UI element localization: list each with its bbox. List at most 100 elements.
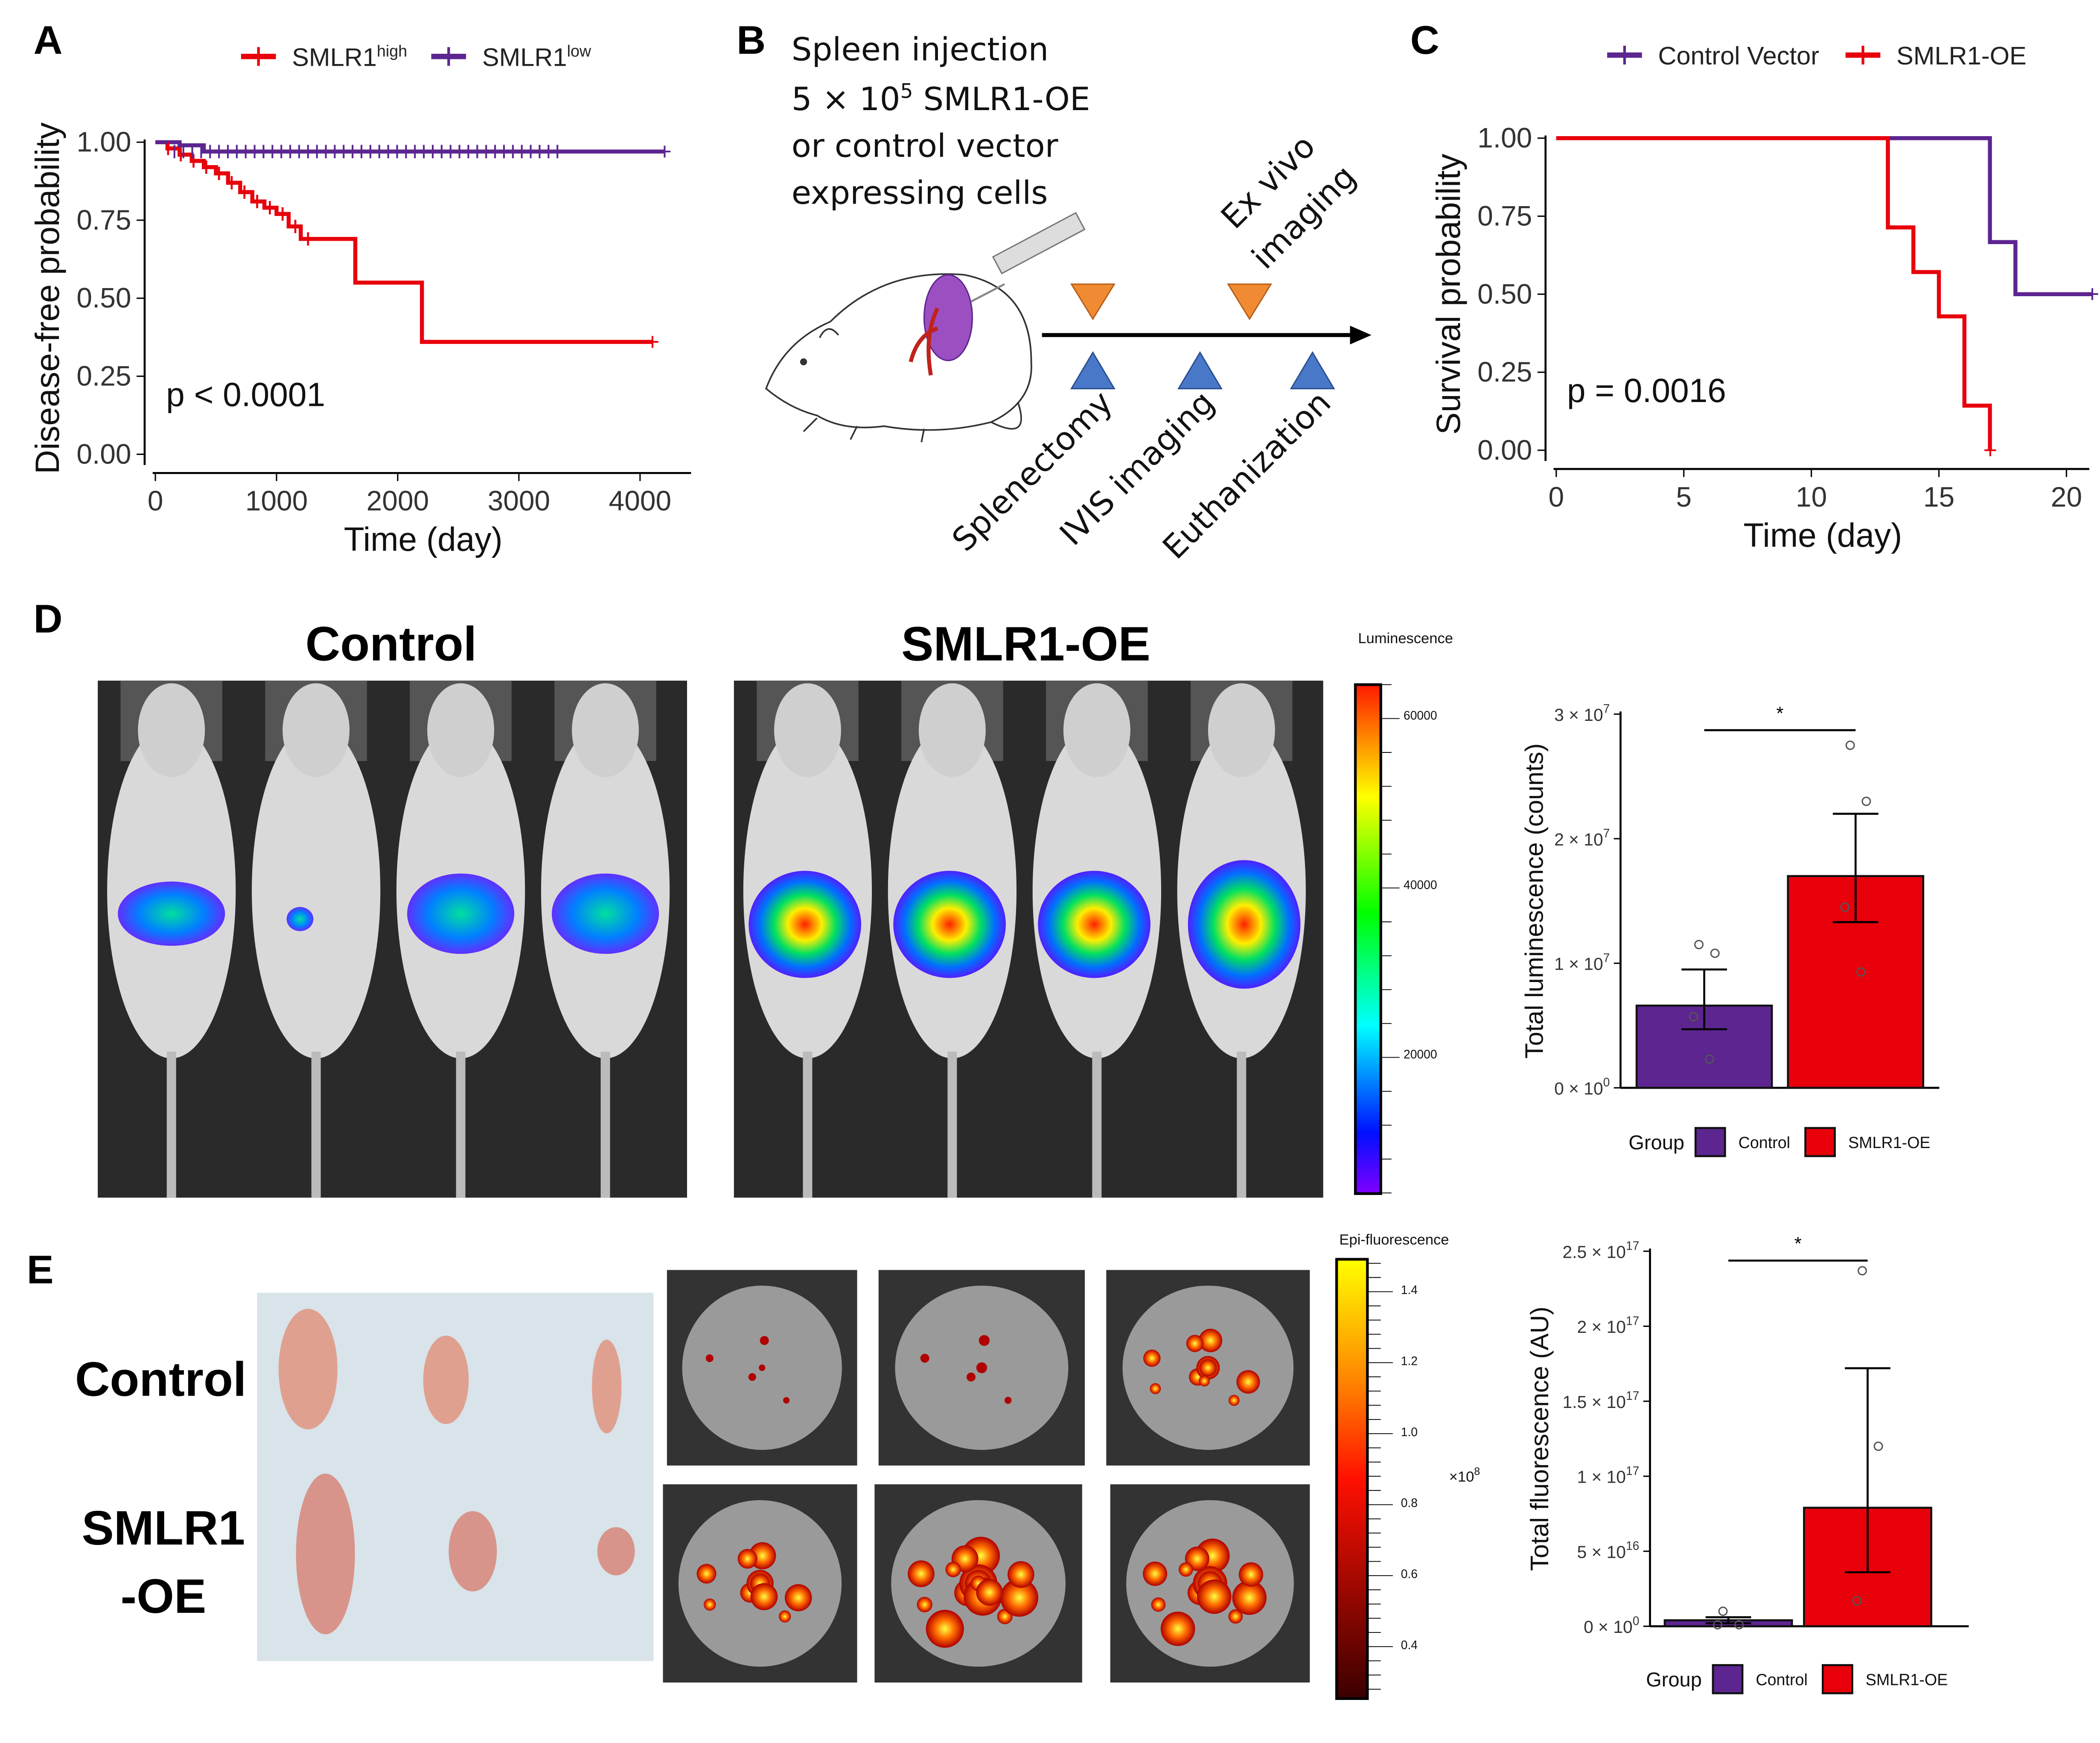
y-tick-label: 1 × 107 — [1554, 951, 1610, 974]
y-tick-label: 0.75 — [76, 204, 131, 236]
signal-blob — [778, 1610, 791, 1623]
signal-blob — [1197, 1579, 1232, 1614]
signal-blob — [1199, 1359, 1217, 1376]
signal-blob — [785, 1584, 812, 1612]
x-tick-label: 10 — [1796, 481, 1827, 513]
schematic-dose: 5 × 105 SMLR1-OE — [792, 80, 1090, 118]
signal-blob — [286, 907, 314, 931]
signal-blob — [1143, 1350, 1161, 1367]
syringe-icon — [970, 212, 1086, 303]
y-tick-label: 0 × 100 — [1584, 1614, 1639, 1637]
signal-blob — [917, 1597, 932, 1612]
y-tick-label: 1.5 × 1017 — [1562, 1389, 1639, 1412]
data-point — [1705, 1054, 1715, 1064]
signal-blob — [1199, 1375, 1210, 1387]
signal-blob — [1160, 1612, 1195, 1646]
x-tick-label: 15 — [1923, 481, 1954, 513]
x-axis-label: Time (day) — [1743, 516, 1902, 554]
x-tick-label: 1000 — [245, 485, 308, 516]
legend-label: Control — [1756, 1671, 1807, 1689]
panel-label-e: E — [27, 1247, 54, 1292]
colorbar-tick-label: 1.4 — [1401, 1283, 1418, 1297]
colorbar-label: Epi-fluorescence — [1339, 1232, 1449, 1248]
data-point — [1694, 940, 1704, 950]
censor-mark: + — [658, 138, 672, 165]
signal-blob — [1228, 1395, 1240, 1406]
signal-blob — [737, 1549, 757, 1569]
row-label-oe: -OE — [120, 1569, 206, 1623]
colorbar-ticks: 1.4 1.2 1.0 0.8 0.6 0.4 — [1367, 1263, 1418, 1690]
row-label-oe: SMLR1 — [82, 1501, 245, 1555]
data-point — [1873, 1441, 1883, 1451]
data-point — [1852, 1596, 1862, 1606]
signal-blob — [979, 1335, 990, 1346]
signal-blob — [783, 1397, 790, 1404]
data-point — [1840, 902, 1850, 912]
y-tick-label: 2 × 1017 — [1577, 1314, 1639, 1337]
survival-curve — [1556, 136, 2092, 297]
data-point — [1845, 740, 1855, 750]
y-tick-label: 0 × 100 — [1554, 1076, 1610, 1099]
signal-blob — [926, 1609, 964, 1648]
y-axis-label: Survival probability — [1430, 153, 1467, 434]
signal-blob — [1143, 1561, 1168, 1586]
signal-blob — [1228, 1609, 1243, 1624]
mouse-head — [1208, 683, 1275, 777]
survival-curve — [155, 140, 664, 154]
p-value: p < 0.0001 — [166, 376, 325, 413]
mouse-head — [918, 683, 986, 777]
schematic-line: expressing cells — [792, 174, 1048, 212]
liver-tumor — [296, 1473, 355, 1635]
x-tick-label: 5 — [1676, 481, 1692, 513]
experiment-schematic: Spleen injection 5 × 105 SMLR1-OE or con… — [765, 31, 1372, 566]
signal-blob — [1232, 1580, 1267, 1615]
legend-label: Control — [1739, 1134, 1790, 1151]
signal-blob — [1038, 871, 1150, 978]
y-axis-label: Disease-free probability — [29, 122, 66, 474]
data-point — [1689, 1012, 1698, 1022]
censor-mark: + — [2085, 280, 2099, 307]
signal-blob — [1179, 1562, 1193, 1577]
colorbar-tick-label: 0.4 — [1401, 1638, 1418, 1652]
up-triangle-icon — [1070, 351, 1116, 390]
legend-swatch — [1712, 1664, 1744, 1694]
y-tick-label: 0.50 — [76, 282, 131, 314]
colorbar-scale: ×108 — [1449, 1466, 1480, 1485]
liver-tumor — [423, 1335, 469, 1424]
panel-label-c: C — [1410, 17, 1439, 62]
organ-images — [257, 1270, 1310, 1683]
signal-blob — [749, 871, 861, 978]
signal-blob — [1188, 860, 1301, 989]
signal-blob — [759, 1364, 766, 1371]
signal-blob — [976, 1579, 1003, 1606]
signal-blob — [760, 1336, 769, 1345]
y-tick-label: 5 × 1016 — [1577, 1539, 1639, 1562]
y-tick-label: 0.00 — [76, 438, 131, 469]
up-triangle-icon — [1177, 351, 1223, 390]
x-tick-label: 2000 — [367, 485, 429, 516]
colorbar-tick-label: 20000 — [1404, 1047, 1437, 1061]
y-tick-label: 0.25 — [76, 360, 131, 392]
ivis-images — [98, 680, 1323, 1198]
luminescence-colorbar — [1354, 683, 1382, 1195]
panel-label-b: B — [737, 17, 766, 62]
legend-label: SMLR1-OE — [1896, 41, 2027, 70]
title-oe: SMLR1-OE — [901, 617, 1150, 671]
schematic-line: or control vector — [792, 127, 1058, 165]
epi-colorbar — [1335, 1258, 1369, 1700]
colorbar-label: Luminescence — [1358, 630, 1453, 647]
mouse-head — [774, 683, 841, 777]
mouse-head — [283, 683, 350, 777]
mouse-head — [427, 683, 495, 777]
km-plot-a: 0.00 0.25 0.50 0.75 1.00 0 1000 2000 3000 4000 Tim… — [29, 42, 691, 558]
spleen-icon — [923, 274, 973, 361]
x-axis-label: Time (day) — [344, 520, 503, 558]
down-triangle-icon — [1070, 283, 1116, 321]
signal-blob — [967, 1372, 976, 1382]
y-tick-label: 0.25 — [1477, 356, 1532, 388]
y-tick-label: 1.00 — [76, 126, 131, 157]
survival-curve — [1556, 136, 1992, 450]
signal-blob — [407, 873, 515, 954]
signal-blob — [696, 1564, 717, 1584]
